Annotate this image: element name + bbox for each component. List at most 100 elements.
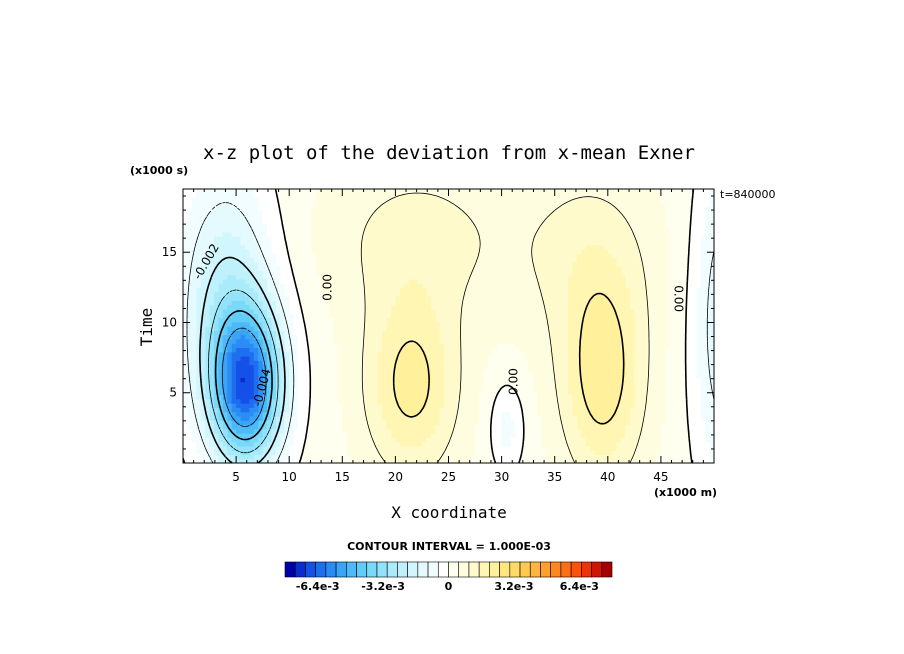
- field-cell: [705, 411, 711, 417]
- field-cell: [218, 377, 224, 383]
- field-cell: [346, 364, 352, 370]
- field-cell: [439, 330, 445, 336]
- field-cell: [395, 450, 401, 456]
- field-cell: [355, 445, 361, 451]
- field-cell: [625, 420, 631, 426]
- field-cell: [638, 385, 644, 391]
- field-cell: [638, 415, 644, 421]
- field-cell: [669, 373, 675, 378]
- field-cell: [373, 437, 379, 443]
- field-cell: [643, 304, 649, 310]
- field-cell: [253, 411, 259, 417]
- field-cell: [660, 445, 666, 451]
- field-cell: [687, 458, 693, 463]
- field-cell: [696, 428, 702, 434]
- field-cell: [311, 321, 317, 327]
- field-cell: [625, 334, 631, 340]
- field-cell: [289, 368, 295, 374]
- field-cell: [501, 338, 507, 344]
- field-cell: [275, 313, 281, 319]
- field-cell: [612, 326, 618, 331]
- field-cell: [253, 368, 259, 374]
- field-cell: [258, 398, 264, 404]
- field-cell: [501, 343, 507, 349]
- field-cell: [333, 428, 339, 434]
- field-cell: [660, 385, 666, 391]
- field-cell: [559, 390, 565, 396]
- field-cell: [532, 398, 538, 404]
- field-cell: [342, 411, 348, 417]
- field-cell: [408, 347, 414, 353]
- field-cell: [187, 338, 193, 344]
- field-cell: [293, 338, 299, 344]
- field-cell: [466, 355, 472, 361]
- field-cell: [236, 385, 242, 391]
- field-cell: [346, 450, 352, 456]
- field-cell: [528, 308, 534, 314]
- field-cell: [231, 338, 237, 344]
- field-cell: [262, 411, 268, 417]
- field-cell: [506, 437, 512, 443]
- field-cell: [519, 283, 525, 289]
- field-cell: [275, 283, 281, 289]
- field-cell: [563, 330, 569, 336]
- field-cell: [236, 317, 242, 323]
- field-cell: [510, 347, 516, 353]
- field-cell: [346, 411, 352, 417]
- field-cell: [444, 343, 450, 349]
- field-cell: [559, 373, 565, 378]
- field-cell: [607, 321, 613, 327]
- field-cell: [271, 355, 277, 361]
- field-cell: [585, 420, 591, 426]
- field-cell: [355, 407, 361, 413]
- field-cell: [643, 355, 649, 361]
- field-cell: [435, 360, 441, 366]
- field-cell: [514, 437, 520, 443]
- field-cell: [196, 394, 202, 400]
- field-cell: [470, 450, 476, 456]
- field-cell: [700, 287, 706, 293]
- field-cell: [408, 445, 414, 451]
- field-cell: [674, 355, 680, 361]
- field-cell: [709, 424, 714, 430]
- field-cell: [377, 360, 383, 366]
- field-cell: [634, 343, 640, 349]
- field-cell: [231, 454, 237, 460]
- field-cell: [298, 407, 304, 413]
- field-cell: [333, 420, 339, 426]
- field-cell: [218, 317, 224, 323]
- field-cell: [382, 415, 388, 421]
- field-cell: [183, 411, 189, 417]
- field-cell: [395, 313, 401, 319]
- field-cell: [532, 300, 538, 306]
- field-cell: [284, 373, 290, 378]
- field-cell: [479, 458, 485, 463]
- field-cell: [479, 390, 485, 396]
- field-cell: [426, 296, 432, 301]
- field-cell: [700, 450, 706, 456]
- field-cell: [559, 458, 565, 463]
- field-cell: [652, 381, 658, 387]
- field-cell: [643, 308, 649, 314]
- field-cell: [709, 420, 714, 426]
- field-cell: [501, 450, 507, 456]
- field-cell: [448, 326, 454, 331]
- field-cell: [373, 347, 379, 353]
- field-cell: [537, 343, 543, 349]
- field-cell: [607, 347, 613, 353]
- field-cell: [293, 411, 299, 417]
- field-cell: [284, 330, 290, 336]
- field-cell: [342, 326, 348, 331]
- field-cell: [647, 450, 653, 456]
- field-cell: [678, 385, 684, 391]
- field-cell: [585, 355, 591, 361]
- field-cell: [187, 398, 193, 404]
- field-cell: [607, 308, 613, 314]
- field-cell: [253, 437, 259, 443]
- field-cell: [351, 381, 357, 387]
- field-cell: [377, 355, 383, 361]
- field-cell: [647, 415, 653, 421]
- field-cell: [324, 364, 330, 370]
- field-cell: [470, 437, 476, 443]
- field-cell: [258, 411, 264, 417]
